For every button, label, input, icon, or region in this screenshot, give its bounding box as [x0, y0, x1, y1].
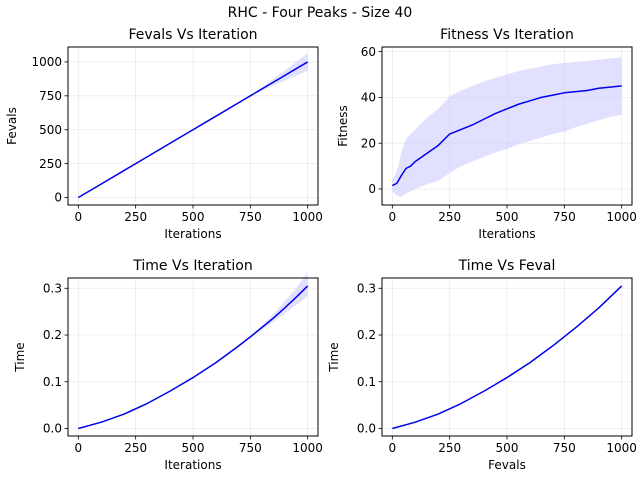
y-tick-label: 40 — [361, 91, 376, 105]
panel-title: Time Vs Iteration — [132, 258, 252, 274]
y-axis-label: Fitness — [336, 105, 350, 147]
chart-panel-2: 0 250 500 750 1000 0 20 40 60 Fitness Vs Iteratio… — [336, 27, 637, 241]
panel-title: Fevals Vs Iteration — [128, 27, 257, 43]
chart-panel-1: 0 250 500 750 1000 0 250 500 750 1000 Fevals Vs It… — [5, 27, 323, 241]
x-tick-label: 250 — [438, 441, 461, 455]
x-tick-label: 1000 — [292, 441, 323, 455]
x-tick-label: 750 — [553, 441, 576, 455]
figure-title: RHC - Four Peaks - Size 40 — [228, 5, 413, 21]
x-tick-label: 500 — [496, 210, 519, 224]
y-tick-label: 20 — [361, 136, 376, 150]
panel-title: Fitness Vs Iteration — [440, 27, 574, 43]
x-tick-label: 1000 — [292, 210, 323, 224]
x-tick-label: 0 — [389, 441, 397, 455]
y-tick-label: 0.2 — [43, 328, 62, 342]
y-tick-label: 0.0 — [357, 422, 376, 436]
x-tick-label: 500 — [496, 441, 519, 455]
series-line — [78, 285, 309, 430]
x-axis-label: Iterations — [478, 227, 535, 241]
panel-title: Time Vs Feval — [458, 258, 556, 274]
y-tick-label: 0.2 — [357, 328, 376, 342]
y-axis-label: Fevals — [5, 107, 19, 145]
x-axis-label: Iterations — [164, 458, 221, 472]
x-tick-label: 750 — [239, 441, 262, 455]
y-tick-label: 0.3 — [357, 281, 376, 295]
y-tick-label: 0 — [54, 191, 62, 205]
chart-panel-3: 0 250 500 750 1000 0.0 0.1 0.2 0.3 Time Vs Iterat… — [13, 258, 323, 472]
y-tick-label: 0.0 — [43, 422, 62, 436]
x-axis-label: Iterations — [164, 227, 221, 241]
y-tick-label: 0.3 — [43, 281, 62, 295]
series-line — [391, 85, 622, 187]
x-tick-label: 250 — [438, 210, 461, 224]
x-axis-label: Fevals — [488, 458, 526, 472]
x-tick-label: 0 — [75, 441, 83, 455]
x-tick-label: 750 — [239, 210, 262, 224]
x-tick-label: 0 — [389, 210, 397, 224]
x-tick-label: 1000 — [606, 210, 637, 224]
y-tick-label: 500 — [39, 123, 62, 137]
x-tick-label: 750 — [553, 210, 576, 224]
chart-panel-4: 0 250 500 750 1000 0.0 0.1 0.2 0.3 Time Vs Feval F… — [327, 258, 637, 472]
x-tick-label: 0 — [75, 210, 83, 224]
y-axis-label: Time — [327, 342, 341, 372]
y-tick-label: 60 — [361, 45, 376, 59]
x-tick-label: 1000 — [606, 441, 637, 455]
y-tick-label: 250 — [39, 157, 62, 171]
y-axis-label: Time — [13, 342, 27, 372]
series-line — [77, 61, 309, 199]
y-tick-label: 0.1 — [43, 375, 62, 389]
y-tick-label: 0.1 — [357, 375, 376, 389]
y-tick-label: 1000 — [31, 55, 62, 69]
x-tick-label: 250 — [124, 210, 147, 224]
y-tick-label: 750 — [39, 89, 62, 103]
x-tick-label: 250 — [124, 441, 147, 455]
series-line — [392, 285, 623, 430]
y-tick-label: 0 — [368, 182, 376, 196]
x-tick-label: 500 — [182, 210, 205, 224]
x-tick-label: 500 — [182, 441, 205, 455]
